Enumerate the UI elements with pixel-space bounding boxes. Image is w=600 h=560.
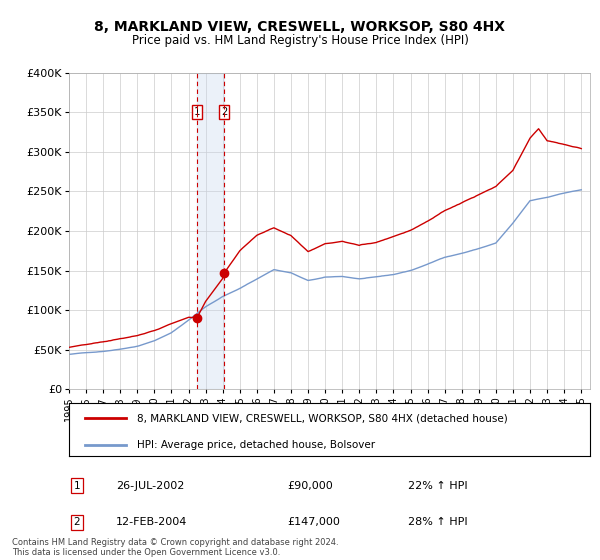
Text: Price paid vs. HM Land Registry's House Price Index (HPI): Price paid vs. HM Land Registry's House … xyxy=(131,34,469,46)
Text: HPI: Average price, detached house, Bolsover: HPI: Average price, detached house, Bols… xyxy=(137,440,375,450)
Text: 8, MARKLAND VIEW, CRESWELL, WORKSOP, S80 4HX (detached house): 8, MARKLAND VIEW, CRESWELL, WORKSOP, S80… xyxy=(137,413,508,423)
Text: 1: 1 xyxy=(194,108,200,118)
Text: 8, MARKLAND VIEW, CRESWELL, WORKSOP, S80 4HX: 8, MARKLAND VIEW, CRESWELL, WORKSOP, S80… xyxy=(95,20,505,34)
Text: 22% ↑ HPI: 22% ↑ HPI xyxy=(407,481,467,491)
Text: 12-FEB-2004: 12-FEB-2004 xyxy=(116,517,187,527)
Text: 1: 1 xyxy=(73,481,80,491)
Text: 2: 2 xyxy=(73,517,80,527)
Bar xyxy=(197,73,224,389)
Text: 2: 2 xyxy=(221,108,227,118)
Text: £90,000: £90,000 xyxy=(288,481,334,491)
Text: £147,000: £147,000 xyxy=(288,517,341,527)
Text: Contains HM Land Registry data © Crown copyright and database right 2024.
This d: Contains HM Land Registry data © Crown c… xyxy=(12,538,338,557)
Text: 28% ↑ HPI: 28% ↑ HPI xyxy=(407,517,467,527)
Text: 26-JUL-2002: 26-JUL-2002 xyxy=(116,481,184,491)
